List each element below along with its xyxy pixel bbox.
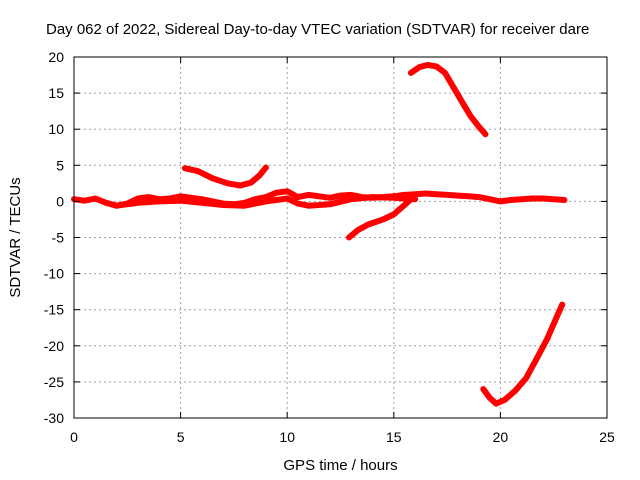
x-axis-title: GPS time / hours	[283, 457, 397, 474]
y-tick-label: 5	[56, 157, 64, 173]
series-baseline	[71, 188, 568, 209]
y-tick-label: -10	[44, 266, 64, 282]
x-tick-label: 0	[70, 429, 78, 445]
chart-title: Day 062 of 2022, Sidereal Day-to-day VTE…	[46, 21, 589, 38]
x-tick-label: 15	[386, 429, 402, 445]
x-tick-label: 25	[599, 429, 615, 445]
y-tick-label: 15	[48, 85, 64, 101]
y-tick-label: -30	[44, 410, 64, 426]
series-top-arc-16-19h	[407, 61, 489, 138]
series-arc-5-9h	[181, 164, 269, 189]
x-tick-label: 5	[177, 429, 185, 445]
x-tick-label: 20	[493, 429, 509, 445]
y-tick-label: -5	[52, 230, 65, 246]
x-tick-label: 10	[279, 429, 295, 445]
y-tick-label: 10	[48, 121, 64, 137]
y-tick-label: 0	[56, 193, 64, 209]
y-tick-label: -20	[44, 338, 64, 354]
tick-layer: 0 5 10 15 20 25 20 15 10 5 0 -5 -10 -15 -20 -25 -30	[44, 49, 615, 445]
series-lower-branch-0	[113, 194, 419, 209]
y-tick-label: -25	[44, 374, 64, 390]
y-tick-label: -15	[44, 302, 64, 318]
y-tick-label: 20	[48, 49, 64, 65]
y-axis-title: SDTVAR / TECUs	[7, 177, 24, 297]
series-layer	[71, 61, 568, 407]
series-bottom-arc-19-23h	[480, 301, 566, 407]
series-rise-13-16h	[346, 192, 419, 241]
